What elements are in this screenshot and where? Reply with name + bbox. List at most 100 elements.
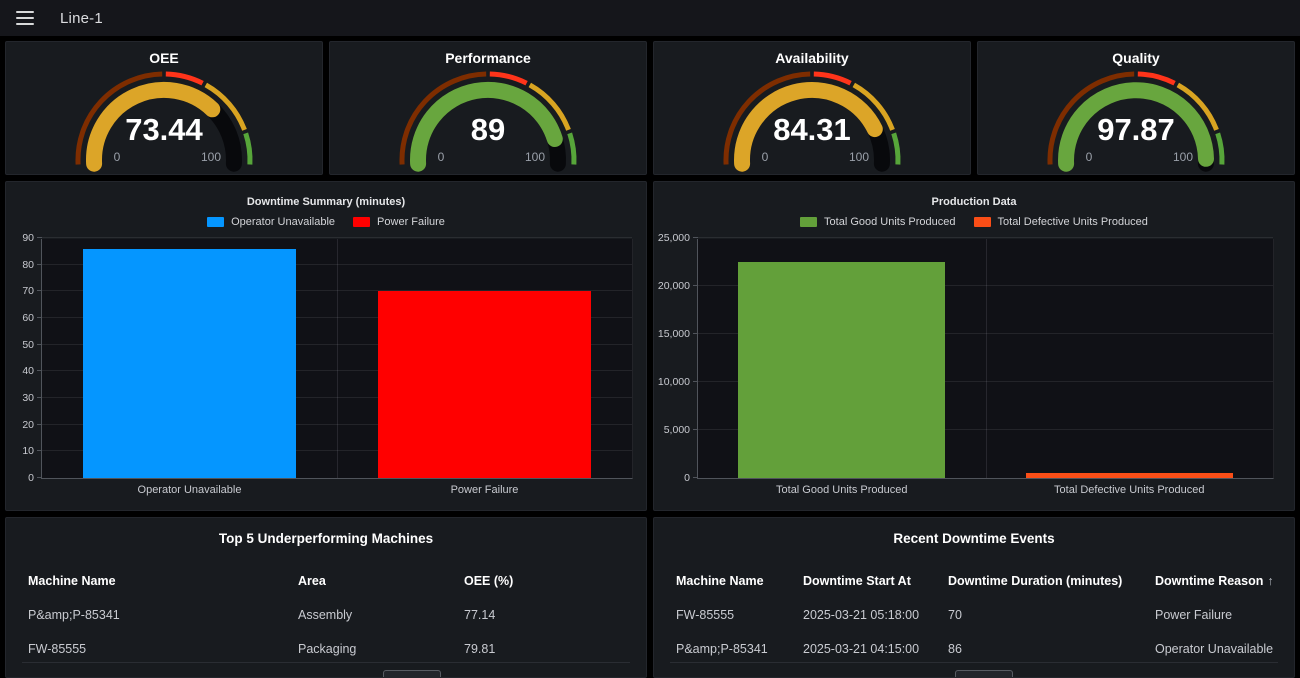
threshold-ring-segment [1047, 71, 1135, 165]
gauge-title: Availability [775, 50, 849, 66]
bar-operator-unavailable[interactable] [83, 248, 296, 478]
table: Machine Name Area OEE (%) P&amp;P-85341 Asse… [6, 564, 646, 666]
gauge-max-label: 100 [201, 150, 221, 164]
threshold-ring-segment [1176, 82, 1219, 131]
table-footer-divider [670, 662, 1278, 663]
cell: 86 [948, 642, 962, 656]
axis-tick [693, 381, 698, 382]
table: Machine Name Downtime Start At Downtime Du… [654, 564, 1294, 666]
threshold-ring-segment [1137, 71, 1176, 86]
table-row: P&amp;P-85341 2025-03-21 04:15:00 86 Operat… [654, 632, 1294, 666]
cell: Power Failure [1155, 608, 1233, 622]
gridline [698, 429, 1273, 430]
y-axis-label: 20 [22, 419, 34, 431]
axis-tick [693, 429, 698, 430]
column-header-label: Machine Name [676, 574, 764, 588]
table-header-row: Machine Name Downtime Start At Downtime Du… [654, 564, 1294, 598]
chart-panel-production-data: Production Data Total Good Units Produced… [653, 181, 1295, 511]
table-footer-divider [22, 662, 630, 663]
plot-area: 0 10 20 30 40 50 60 70 80 90 Operator Unavailable P… [22, 232, 633, 496]
sort-ascending-icon[interactable]: ↑ [1267, 574, 1274, 588]
axis-tick [37, 450, 42, 451]
y-axis-label: 10,000 [657, 376, 690, 388]
table-row: P&amp;P-85341 Assembly 77.14 [6, 598, 646, 632]
legend-item-total-good-units-produced[interactable]: Total Good Units Produced [800, 216, 956, 228]
cell: 70 [948, 608, 962, 622]
axis-tick [37, 344, 42, 345]
threshold-ring-segment [813, 71, 852, 86]
category-divider-line [337, 239, 338, 478]
axis-tick [693, 237, 698, 238]
y-axis-label: 5,000 [663, 424, 690, 436]
gridline [42, 344, 632, 345]
gauge-value-arc [1058, 82, 1214, 172]
gauge-title: Quality [1112, 50, 1160, 66]
column-header-label: Area [298, 574, 326, 588]
threshold-ring-segment [204, 82, 247, 131]
threshold-ring-segment [75, 71, 163, 165]
axis-tick [37, 370, 42, 371]
column-header-area[interactable]: Area [298, 574, 464, 588]
cell: Packaging [298, 642, 357, 656]
legend-item-operator-unavailable[interactable]: Operator Unavailable [207, 216, 335, 228]
table-row: FW-85555 Packaging 79.81 [6, 632, 646, 666]
gridline [698, 333, 1273, 334]
legend-swatch-icon [353, 217, 371, 227]
column-header-machine-name[interactable]: Machine Name [28, 574, 298, 588]
y-axis-label: 0 [28, 472, 34, 484]
gauge-arc: 97.87 0 100 [1047, 71, 1225, 172]
axis-tick [693, 333, 698, 334]
legend-item-power-failure[interactable]: Power Failure [353, 216, 445, 228]
legend-label: Operator Unavailable [231, 216, 336, 228]
threshold-ring-segment [399, 71, 487, 165]
gridline [42, 290, 632, 291]
hamburger-menu-icon[interactable] [16, 11, 34, 25]
table-header-row: Machine Name Area OEE (%) [6, 564, 646, 598]
pagination-button[interactable] [383, 670, 441, 677]
gauge-title: Performance [445, 50, 531, 66]
gridline [698, 237, 1273, 238]
y-axis-label: 20,000 [657, 280, 690, 292]
threshold-ring-segment [891, 132, 901, 165]
gauge-arc: 84.31 0 100 [723, 71, 901, 172]
gauge-panel-performance: Performance 89 0 100 [329, 41, 647, 175]
threshold-ring-segment [489, 71, 528, 86]
category-divider-line [985, 239, 987, 478]
column-header-downtime-reason[interactable]: Downtime Reason ↑ [1155, 574, 1294, 588]
chart-legend: Total Good Units Produced Total Defective… [654, 216, 1294, 228]
gridline [42, 237, 632, 238]
legend-item-total-defective-units-produced[interactable]: Total Defective Units Produced [973, 216, 1148, 228]
cell: 2025-03-21 05:18:00 [803, 608, 920, 622]
legend-swatch-icon [207, 217, 225, 227]
pagination-button[interactable] [955, 670, 1013, 677]
cell: Assembly [298, 608, 353, 622]
legend-label: Total Good Units Produced [824, 216, 956, 228]
bar-total-good-units-produced[interactable] [738, 262, 946, 478]
chart-panel-downtime-summary-minutes: Downtime Summary (minutes) Operator Unava… [5, 181, 647, 511]
column-header-oee[interactable]: OEE (%) [464, 574, 646, 588]
gauge-panel-quality: Quality 97.87 0 100 [977, 41, 1295, 175]
y-axis-label: 50 [22, 339, 34, 351]
column-header-downtime-start-at[interactable]: Downtime Start At [803, 574, 948, 588]
axis-tick [37, 477, 42, 478]
gauge-min-label: 0 [762, 150, 769, 164]
table-title: Top 5 Underperforming Machines [218, 531, 434, 546]
gauge-value: 97.87 [1097, 112, 1175, 147]
chart-title: Downtime Summary (minutes) [246, 196, 406, 208]
bar-power-failure[interactable] [378, 291, 591, 478]
table-panel-top-5-underperforming-machines: Top 5 Underperforming Machines Machine Na… [5, 517, 647, 678]
gauge-arc: 73.44 0 100 [75, 71, 253, 172]
y-axis-label: 80 [22, 259, 34, 271]
axis-tick [693, 477, 698, 478]
column-header-downtime-duration-minutes[interactable]: Downtime Duration (minutes) [948, 574, 1155, 588]
gauge-value: 84.31 [773, 112, 851, 147]
threshold-ring-segment [852, 82, 895, 131]
chart-legend: Operator Unavailable Power Failure [6, 216, 646, 228]
legend-swatch-icon [800, 217, 818, 227]
cell: 79.81 [464, 642, 496, 656]
bar-total-defective-units-produced[interactable] [1025, 473, 1233, 478]
column-header-machine-name[interactable]: Machine Name [676, 574, 803, 588]
cell: P&amp;P-85341 [676, 642, 768, 656]
top-bar: Line-1 [0, 0, 1300, 36]
column-header-label: Machine Name [28, 574, 116, 588]
